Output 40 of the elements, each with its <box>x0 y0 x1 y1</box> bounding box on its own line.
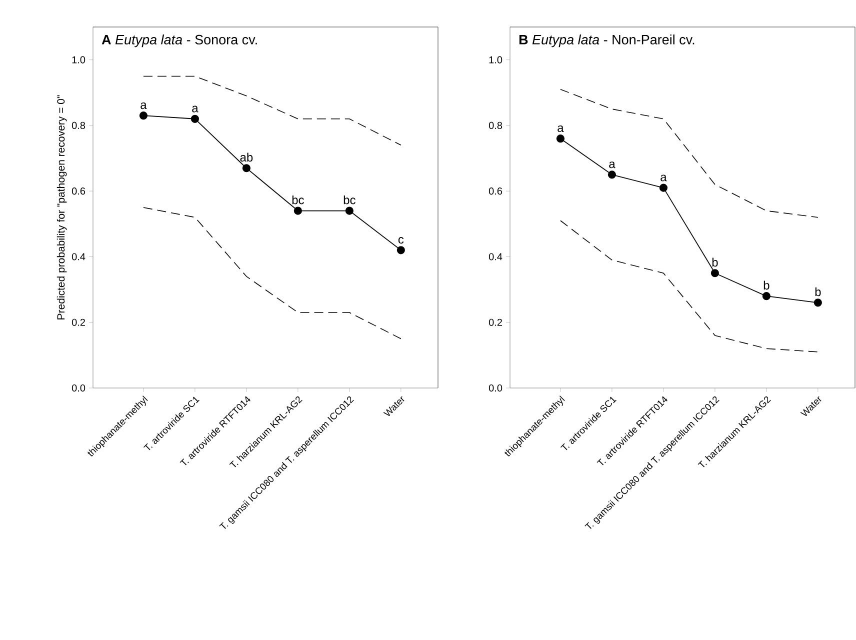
point <box>608 170 616 179</box>
y-tick-label: 0.0 <box>488 384 502 392</box>
point <box>659 184 668 192</box>
data-label: bc <box>344 195 356 204</box>
y-tick-label: 0.2 <box>488 318 502 326</box>
y-tick-label: 0.8 <box>72 122 86 129</box>
text: A Eutypa lata - Sonora cv. <box>102 34 257 48</box>
data-label: bc <box>292 195 304 204</box>
y-tick-label: 1.0 <box>72 56 86 64</box>
y-tick-label: 0.6 <box>488 188 502 195</box>
point <box>814 298 822 307</box>
point <box>294 206 302 215</box>
point <box>345 206 354 215</box>
y-tick-label: 0.4 <box>488 253 502 260</box>
data-label: ab <box>240 152 253 162</box>
point <box>556 134 565 143</box>
y-tick-label: 0.2 <box>72 318 85 326</box>
point <box>242 164 251 172</box>
point <box>190 114 200 123</box>
data-label: b <box>712 258 718 267</box>
data-label: a <box>609 162 616 168</box>
data-label: a <box>140 102 147 110</box>
data-label: b <box>815 287 821 296</box>
data-label: a <box>558 125 564 132</box>
y-tick-label: 0.8 <box>488 122 502 129</box>
data-label: c <box>398 237 404 244</box>
y-tick-label: 1.0 <box>489 56 502 64</box>
point <box>139 112 148 120</box>
line-series <box>143 207 402 340</box>
point <box>710 269 719 278</box>
y-tick-label: 0.6 <box>72 188 86 195</box>
y-tick-label: 0.4 <box>72 253 86 260</box>
data-label: a <box>660 174 667 182</box>
point <box>396 246 405 254</box>
data-label: b <box>764 280 770 290</box>
text: B Eutypa lata - Non-Pareil cv. <box>519 34 694 48</box>
point <box>762 292 770 300</box>
y-tick-label: 0.0 <box>72 384 86 392</box>
data-label: a <box>192 106 198 112</box>
y-axis-title: Predicted probability for "pathogen recovery = 0" <box>56 95 67 320</box>
